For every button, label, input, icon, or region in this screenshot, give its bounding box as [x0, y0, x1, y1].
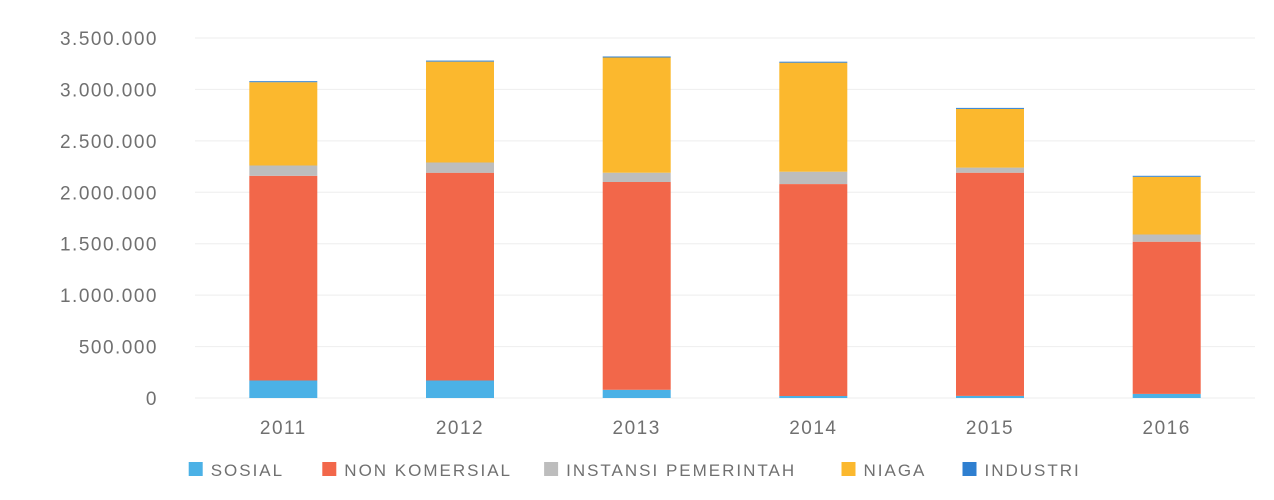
legend-label: NON KOMERSIAL [344, 461, 512, 480]
x-axis-tick-labels: 2011 2012 2013 2014 2015 2016 [260, 418, 1191, 439]
gridlines [195, 37, 1255, 399]
legend-item: INSTANSI PEMERINTAH [544, 461, 796, 480]
bar-segment-sosial [426, 380, 494, 398]
legend-item: NIAGA [841, 461, 927, 480]
bar-segment-industri [426, 60, 494, 62]
legend-label: SOSIAL [211, 461, 284, 480]
bar-segment-instansi-pemerintah [602, 172, 671, 182]
legend: SOSIAL NON KOMERSIAL INSTANSI PEMERINTAH NI… [188, 461, 1081, 480]
y-tick-label: 500.000 [79, 338, 158, 359]
x-tick-label: 2016 [1143, 418, 1191, 439]
bar-segment-non-komersial [1132, 241, 1201, 394]
bar-segment-niaga [426, 61, 494, 163]
bar-segment-sosial [779, 395, 848, 398]
bar-segment-sosial [602, 389, 671, 398]
legend-swatch [188, 462, 203, 476]
bar-segment-instansi-pemerintah [956, 167, 1024, 173]
bar-segment-sosial [249, 380, 318, 398]
legend-label: NIAGA [864, 461, 927, 480]
x-tick-label: 2012 [436, 418, 484, 439]
legend-item: INDUSTRI [962, 461, 1081, 480]
bar-segment-non-komersial [249, 175, 318, 381]
y-tick-label: 1.000.000 [60, 286, 158, 307]
bar-segment-sosial [956, 395, 1024, 398]
legend-swatch [322, 462, 337, 476]
bar-segment-industri [249, 81, 318, 83]
legend-label: INDUSTRI [985, 461, 1081, 480]
bar-segment-non-komersial [426, 172, 494, 381]
bar-segment-non-komersial [779, 184, 848, 396]
bar-segment-industri [602, 56, 671, 58]
bar-segment-niaga [779, 62, 848, 172]
legend-swatch [544, 462, 559, 476]
bars [249, 56, 1201, 398]
bar-stack [249, 81, 318, 398]
bar-segment-instansi-pemerintah [426, 162, 494, 173]
bar-segment-niaga [956, 109, 1024, 168]
bar-stack [1132, 175, 1201, 398]
y-tick-label: 3.500.000 [60, 29, 158, 50]
bar-segment-niaga [602, 57, 671, 173]
x-tick-label: 2013 [613, 418, 661, 439]
legend-item: NON KOMERSIAL [322, 461, 512, 480]
bar-stack [779, 61, 848, 398]
y-tick-label: 2.000.000 [60, 183, 158, 204]
bar-segment-instansi-pemerintah [779, 171, 848, 184]
x-tick-label: 2014 [789, 418, 837, 439]
x-tick-label: 2011 [260, 418, 307, 439]
y-tick-label: 2.500.000 [60, 132, 158, 153]
bar-segment-niaga [249, 82, 318, 166]
bar-stack [956, 107, 1024, 398]
y-tick-label: 0 [146, 389, 158, 410]
legend-label: INSTANSI PEMERINTAH [566, 461, 796, 480]
bar-segment-industri [1132, 175, 1201, 177]
bar-segment-non-komersial [602, 182, 671, 390]
bar-segment-industri [956, 107, 1024, 109]
y-tick-label: 3.000.000 [60, 80, 158, 101]
bar-segment-instansi-pemerintah [1132, 234, 1201, 242]
bar-stack [602, 56, 671, 398]
x-tick-label: 2015 [966, 418, 1014, 439]
bar-segment-niaga [1132, 176, 1201, 235]
bar-segment-non-komersial [956, 172, 1024, 396]
y-tick-label: 1.500.000 [60, 235, 158, 256]
bar-stack [426, 60, 494, 398]
legend-swatch [841, 462, 856, 476]
legend-swatch [962, 462, 977, 476]
bar-segment-instansi-pemerintah [249, 165, 318, 176]
bar-segment-sosial [1132, 393, 1201, 398]
y-axis-tick-labels: 0 500.000 1.000.000 1.500.000 2.000.000 2.500… [60, 29, 158, 410]
bar-segment-industri [779, 61, 848, 63]
legend-item: SOSIAL [188, 461, 284, 480]
